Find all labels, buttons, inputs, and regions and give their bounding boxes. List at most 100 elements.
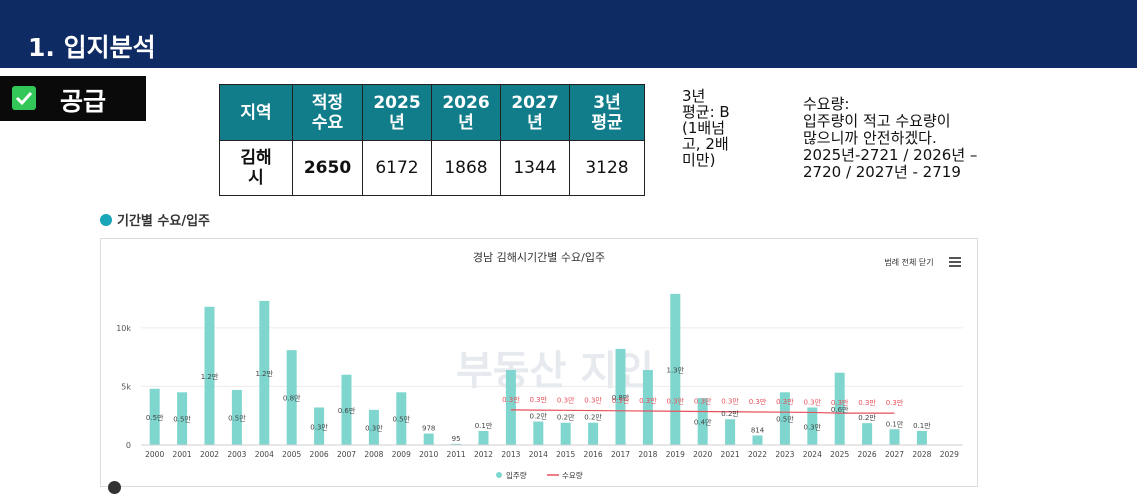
demand-note: 수요량: 입주량이 적고 수요량이 많으니까 안전하겠다. 2025년-2721… [803,95,978,181]
section-title-text: 기간별 수요/입주 [117,214,210,229]
table-cell: 2650 [292,140,363,196]
bar[interactable] [916,430,927,445]
bar-data-label: 0.2만 [721,409,739,418]
line-data-label: 0.3만 [612,396,630,405]
legend-item-supply[interactable]: 입주량 [506,471,527,480]
bar-data-label: 0.3만 [310,422,328,431]
x-tick-label: 2023 [775,450,794,459]
bar-data-label: 0.2만 [584,413,602,422]
bar[interactable] [560,422,571,445]
bar[interactable] [807,407,818,445]
bar[interactable] [505,370,516,445]
bar-data-label: 95 [452,435,461,443]
bar-data-label: 0.2만 [858,413,876,422]
badge-label: 공급 [60,87,107,116]
line-data-label: 0.3만 [749,397,767,406]
table-header: 적정 수요 [292,84,363,141]
x-tick-label: 2005 [282,450,301,459]
bar[interactable] [177,392,188,445]
table-cell: 김해 시 [219,140,293,196]
bar[interactable] [533,421,544,445]
bar-data-label: 978 [422,425,435,433]
x-tick-label: 2018 [638,450,657,459]
table-header: 3년 평균 [569,84,645,141]
bar[interactable] [478,430,489,445]
x-tick-label: 2010 [419,450,438,459]
line-data-label: 0.3만 [776,397,794,406]
x-tick-label: 2022 [748,450,767,459]
bar[interactable] [697,398,708,445]
x-tick-label: 2014 [529,450,548,459]
bar-data-label: 0.5만 [146,413,164,422]
bar[interactable] [779,392,790,445]
demand-line[interactable] [510,409,895,414]
line-data-label: 0.3만 [886,398,904,407]
menu-icon[interactable] [949,257,961,267]
bar[interactable] [368,409,379,445]
x-tick-label: 2025 [830,450,849,459]
x-tick-label: 2012 [474,450,493,459]
bar-data-label: 1.3만 [667,365,685,374]
section-title: 기간별 수요/입주 [100,210,210,229]
bar[interactable] [451,443,462,445]
bar[interactable] [642,370,653,445]
bar-data-label: 1.2만 [201,372,219,381]
bar-data-label: 0.8만 [283,394,301,403]
logo-icon [108,481,121,494]
bar-data-label: 0.6만 [831,405,849,414]
x-tick-label: 2024 [803,450,822,459]
bar-data-label: 0.1만 [913,421,931,430]
line-data-label: 0.3만 [858,398,876,407]
table-cell: 3128 [569,140,645,196]
x-tick-label: 2011 [447,450,466,459]
bar[interactable] [204,306,215,445]
x-tick-label: 2019 [666,450,685,459]
bar[interactable] [725,419,736,445]
y-tick-label: 0 [126,441,131,450]
bar[interactable] [286,350,297,445]
legend-item-demand[interactable]: 수요량 [562,471,583,480]
table-header: 2025 년 [362,84,432,141]
bar-data-label: 0.5만 [776,415,794,424]
bar-data-label: 0.2만 [557,413,575,422]
bar[interactable] [752,435,763,445]
bar[interactable] [149,388,160,445]
x-tick-label: 2015 [556,450,575,459]
line-data-label: 0.3만 [694,396,712,405]
line-data-label: 0.3만 [502,395,520,404]
x-tick-label: 2002 [200,450,219,459]
bar[interactable] [314,407,325,445]
bar[interactable] [341,374,352,445]
supply-table: 지역 적정 수요 2025 년 2026 년 2027 년 3년 평균 김해 시… [219,84,645,196]
bar-data-label: 0.3만 [365,423,383,432]
bar[interactable] [889,429,900,445]
legend-toggle-button[interactable]: 범례 전체 닫기 [884,257,933,267]
chart-title: 경남 김해시기간별 수요/입주 [473,250,605,264]
bar[interactable] [834,372,845,445]
y-tick-label: 5k [121,382,131,391]
bar-data-label: 0.3만 [804,422,822,431]
bar-data-label: 0.1만 [475,421,493,430]
bar-data-label: 0.4만 [694,418,712,427]
table-cell: 1868 [431,140,501,196]
legend-bar-marker [496,472,502,478]
x-tick-label: 2026 [858,450,877,459]
x-tick-label: 2029 [940,450,959,459]
home-icon [100,214,112,226]
bar-data-label: 0.5만 [228,413,246,422]
x-tick-label: 2001 [173,450,192,459]
table-header-row: 지역 적정 수요 2025 년 2026 년 2027 년 3년 평균 [219,84,645,141]
bar[interactable] [423,433,434,445]
x-tick-label: 2016 [584,450,603,459]
bar[interactable] [615,348,626,445]
bar[interactable] [259,300,270,445]
x-tick-label: 2000 [145,450,164,459]
bar[interactable] [862,423,873,445]
bar[interactable] [670,293,681,445]
bar[interactable] [588,422,599,445]
bar[interactable] [231,389,242,445]
y-tick-label: 10k [116,324,131,333]
bar[interactable] [396,392,407,445]
x-tick-label: 2006 [310,450,329,459]
x-tick-label: 2013 [501,450,520,459]
